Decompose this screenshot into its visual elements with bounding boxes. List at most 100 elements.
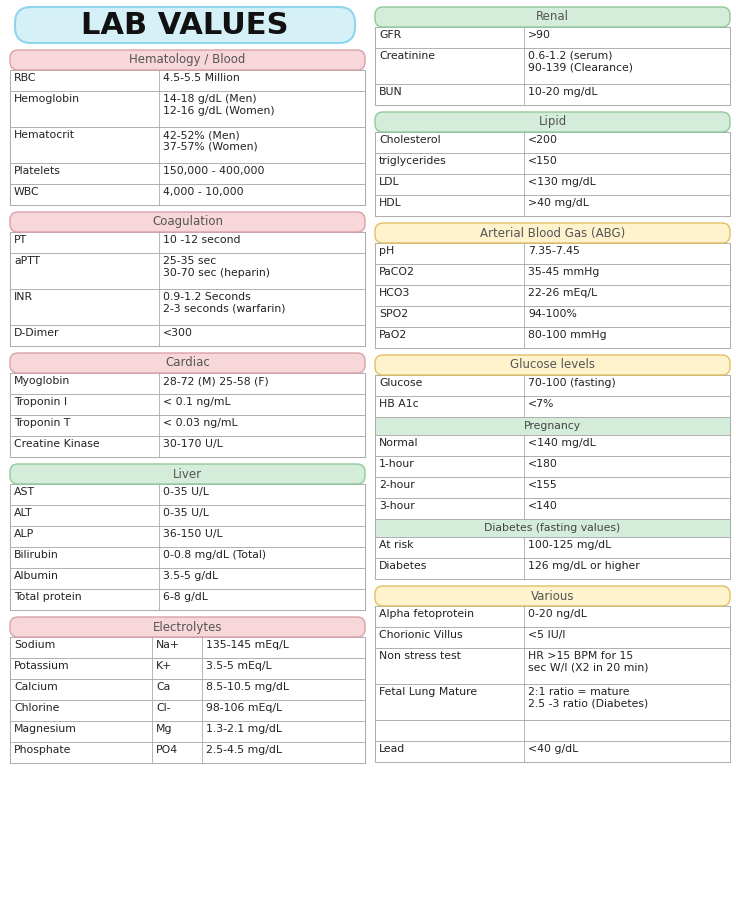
Bar — [10, 232, 365, 346]
Text: <155: <155 — [528, 480, 558, 490]
Bar — [375, 684, 730, 720]
Text: Creatine Kinase: Creatine Kinase — [14, 439, 99, 449]
Text: pH: pH — [379, 246, 394, 256]
Text: <7%: <7% — [528, 399, 554, 409]
Text: At risk: At risk — [379, 540, 414, 550]
Bar — [375, 48, 730, 84]
FancyBboxPatch shape — [375, 223, 730, 243]
Text: 10 -12 second: 10 -12 second — [163, 235, 241, 245]
Bar — [375, 153, 730, 174]
Text: Diabetes (fasting values): Diabetes (fasting values) — [484, 523, 620, 533]
Text: 25-35 sec
30-70 sec (heparin): 25-35 sec 30-70 sec (heparin) — [163, 256, 270, 277]
Bar — [375, 417, 730, 435]
Text: Phosphate: Phosphate — [14, 745, 71, 755]
Text: WBC: WBC — [14, 187, 40, 197]
Text: <5 IU/l: <5 IU/l — [528, 630, 565, 640]
Text: 80-100 mmHg: 80-100 mmHg — [528, 330, 606, 340]
Bar — [10, 526, 365, 547]
FancyBboxPatch shape — [375, 586, 730, 606]
Text: 126 mg/dL or higher: 126 mg/dL or higher — [528, 561, 640, 571]
Bar — [375, 558, 730, 579]
Text: HR >15 BPM for 15
sec W/I (X2 in 20 min): HR >15 BPM for 15 sec W/I (X2 in 20 min) — [528, 651, 648, 673]
Bar — [10, 568, 365, 589]
Text: Sodium: Sodium — [14, 640, 55, 650]
FancyBboxPatch shape — [375, 112, 730, 132]
Text: 94-100%: 94-100% — [528, 309, 577, 319]
Text: Liver: Liver — [173, 468, 202, 480]
Bar — [10, 127, 365, 163]
Bar — [375, 132, 730, 153]
Bar — [10, 184, 365, 205]
Text: 2:1 ratio = mature
2.5 -3 ratio (Diabetes): 2:1 ratio = mature 2.5 -3 ratio (Diabete… — [528, 687, 648, 708]
Text: 0-35 U/L: 0-35 U/L — [163, 487, 209, 497]
Text: <40 g/dL: <40 g/dL — [528, 744, 578, 754]
Text: Normal: Normal — [379, 438, 419, 448]
Text: 42-52% (Men)
37-57% (Women): 42-52% (Men) 37-57% (Women) — [163, 130, 258, 152]
Bar — [10, 658, 365, 679]
Text: 2-hour: 2-hour — [379, 480, 415, 490]
Text: 30-170 U/L: 30-170 U/L — [163, 439, 223, 449]
Text: Albumin: Albumin — [14, 571, 59, 581]
Text: ALP: ALP — [14, 529, 35, 539]
Text: PaCO2: PaCO2 — [379, 267, 415, 277]
Bar — [375, 456, 730, 477]
Bar — [10, 721, 365, 742]
Text: 4.5-5.5 Million: 4.5-5.5 Million — [163, 73, 240, 83]
Text: Glucose: Glucose — [379, 378, 422, 388]
Text: <300: <300 — [163, 328, 193, 338]
Text: 4,000 - 10,000: 4,000 - 10,000 — [163, 187, 244, 197]
Bar — [10, 289, 365, 325]
Text: INR: INR — [14, 292, 33, 302]
Bar — [10, 394, 365, 415]
Text: Myoglobin: Myoglobin — [14, 376, 70, 386]
Bar — [10, 163, 365, 184]
Bar — [375, 195, 730, 216]
Text: Arterial Blood Gas (ABG): Arterial Blood Gas (ABG) — [480, 227, 625, 240]
Text: 6-8 g/dL: 6-8 g/dL — [163, 592, 208, 602]
Bar — [375, 375, 730, 396]
FancyBboxPatch shape — [375, 7, 730, 27]
Bar — [375, 264, 730, 285]
Bar — [375, 243, 730, 348]
Bar — [10, 70, 365, 91]
Bar — [375, 648, 730, 684]
Bar — [10, 436, 365, 457]
Text: <140 mg/dL: <140 mg/dL — [528, 438, 596, 448]
Bar — [375, 132, 730, 216]
Bar — [10, 679, 365, 700]
Text: Pregnancy: Pregnancy — [524, 421, 581, 431]
Bar — [10, 742, 365, 763]
Text: <150: <150 — [528, 156, 558, 166]
Text: Various: Various — [531, 589, 574, 602]
Text: 150,000 - 400,000: 150,000 - 400,000 — [163, 166, 265, 176]
Bar — [375, 741, 730, 762]
Text: Coagulation: Coagulation — [152, 216, 223, 229]
Text: Hematology / Blood: Hematology / Blood — [130, 53, 246, 67]
Text: Na+: Na+ — [156, 640, 180, 650]
Text: Glucose levels: Glucose levels — [510, 359, 595, 371]
Text: Fetal Lung Mature: Fetal Lung Mature — [379, 687, 477, 697]
Bar — [10, 484, 365, 610]
Text: 3-hour: 3-hour — [379, 501, 415, 511]
Text: 98-106 mEq/L: 98-106 mEq/L — [205, 703, 282, 713]
Text: AST: AST — [14, 487, 35, 497]
Text: HCO3: HCO3 — [379, 288, 411, 298]
Text: 0.9-1.2 Seconds
2-3 seconds (warfarin): 0.9-1.2 Seconds 2-3 seconds (warfarin) — [163, 292, 286, 314]
Bar — [375, 477, 730, 498]
Bar — [375, 606, 730, 627]
Bar — [10, 637, 365, 658]
Text: Magnesium: Magnesium — [14, 724, 77, 734]
Text: Calcium: Calcium — [14, 682, 57, 692]
Text: BUN: BUN — [379, 87, 403, 97]
Text: HB A1c: HB A1c — [379, 399, 419, 409]
FancyBboxPatch shape — [10, 464, 365, 484]
Text: SPO2: SPO2 — [379, 309, 408, 319]
Text: RBC: RBC — [14, 73, 37, 83]
Text: Hematocrit: Hematocrit — [14, 130, 75, 140]
Text: 7.35-7.45: 7.35-7.45 — [528, 246, 580, 256]
Text: Ca: Ca — [156, 682, 170, 692]
Text: Chlorine: Chlorine — [14, 703, 60, 713]
Text: 1.3-2.1 mg/dL: 1.3-2.1 mg/dL — [205, 724, 282, 734]
Text: 0-0.8 mg/dL (Total): 0-0.8 mg/dL (Total) — [163, 550, 266, 560]
Text: Lead: Lead — [379, 744, 406, 754]
